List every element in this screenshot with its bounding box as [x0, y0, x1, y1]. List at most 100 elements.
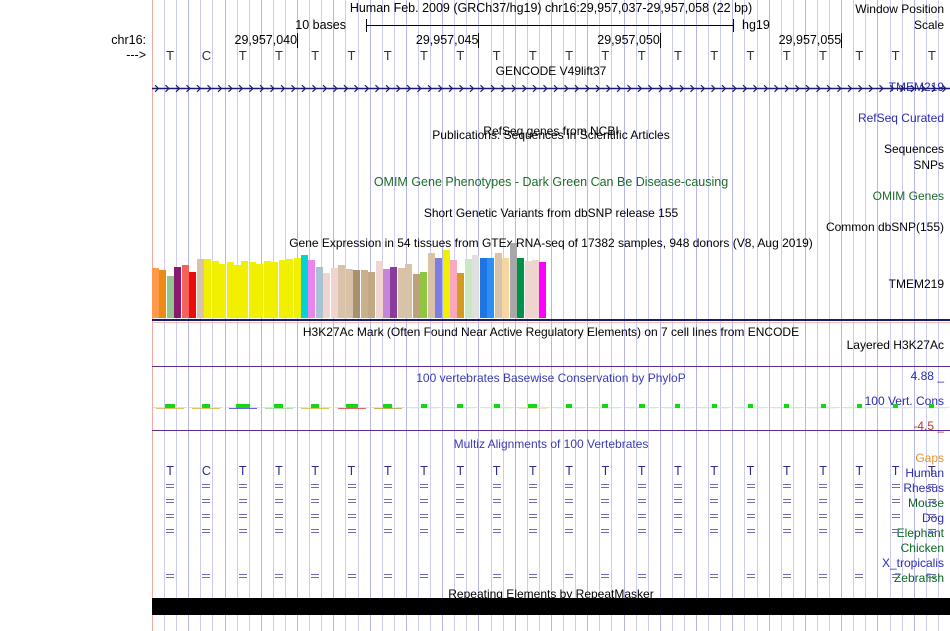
alignment-base[interactable]: T: [420, 464, 428, 478]
conservation-score-block[interactable]: [383, 404, 393, 408]
conservation-plot[interactable]: [152, 367, 950, 430]
gtex-tissue-bar[interactable]: [457, 272, 465, 318]
gtex-tissue-bar[interactable]: [390, 267, 398, 318]
alignment-base[interactable]: T: [746, 464, 755, 478]
alignment-match-mark[interactable]: [673, 499, 682, 504]
alignment-match-mark[interactable]: [166, 514, 175, 519]
alignment-match-mark[interactable]: [601, 499, 610, 504]
alignment-match-mark[interactable]: [891, 484, 900, 489]
alignment-match-mark[interactable]: [383, 514, 392, 519]
gtex-tissue-bar[interactable]: [450, 260, 457, 318]
alignment-base[interactable]: T: [456, 464, 465, 478]
gtex-tissue-bar[interactable]: [152, 268, 159, 318]
gtex-tissue-bar[interactable]: [531, 260, 539, 318]
gtex-tissue-bar[interactable]: [547, 281, 554, 318]
alignment-base[interactable]: T: [855, 464, 864, 478]
alignment-base[interactable]: T: [565, 464, 573, 478]
alignment-match-mark[interactable]: [710, 499, 719, 504]
gtex-tissue-bar[interactable]: [509, 243, 517, 318]
alignment-match-mark[interactable]: [202, 499, 211, 504]
alignment-match-mark[interactable]: [855, 499, 864, 504]
gtex-tissue-bar[interactable]: [502, 257, 510, 318]
gtex-tissue-bar[interactable]: [338, 264, 346, 318]
alignment-match-mark[interactable]: [891, 499, 900, 504]
base-letter[interactable]: T: [927, 48, 936, 63]
conservation-score-block[interactable]: [493, 404, 500, 408]
alignment-match-mark[interactable]: [673, 484, 682, 489]
alignment-match-mark[interactable]: [782, 529, 791, 534]
conservation-score-block[interactable]: [638, 404, 645, 408]
gtex-tissue-bar[interactable]: [464, 259, 472, 318]
gencode-transcript-arrows[interactable]: [152, 84, 950, 93]
alignment-base[interactable]: T: [383, 464, 392, 478]
alignment-match-mark[interactable]: [383, 574, 392, 579]
gtex-tissue-bar[interactable]: [301, 254, 308, 318]
alignment-match-mark[interactable]: [528, 484, 537, 489]
base-letter[interactable]: C: [201, 48, 212, 63]
base-letter[interactable]: T: [637, 48, 646, 63]
alignment-match-mark[interactable]: [927, 484, 936, 489]
alignment-base[interactable]: T: [492, 464, 501, 478]
conservation-score-block[interactable]: [274, 404, 284, 408]
alignment-match-mark[interactable]: [202, 484, 211, 489]
alignment-match-mark[interactable]: [601, 484, 610, 489]
gtex-tissue-bar[interactable]: [293, 257, 301, 318]
alignment-match-mark[interactable]: [565, 574, 574, 579]
species-label-chicken[interactable]: Chicken: [900, 541, 944, 555]
alignment-match-mark[interactable]: [383, 499, 392, 504]
track-label-gtex[interactable]: TMEM219: [888, 277, 944, 291]
track-label-conservation[interactable]: 100 Vert. Cons: [864, 394, 944, 408]
gtex-tissue-bar[interactable]: [353, 270, 361, 318]
alignment-match-mark[interactable]: [238, 484, 247, 489]
gtex-tissue-bar[interactable]: [308, 260, 316, 318]
alignment-match-mark[interactable]: [855, 514, 864, 519]
gtex-tissue-bar[interactable]: [278, 260, 286, 318]
gtex-tissue-bar[interactable]: [330, 268, 338, 318]
alignment-base[interactable]: T: [275, 464, 283, 478]
alignment-match-mark[interactable]: [202, 514, 211, 519]
alignment-base[interactable]: T: [529, 464, 537, 478]
alignment-match-mark[interactable]: [420, 484, 429, 489]
track-label-refseq[interactable]: RefSeq Curated: [857, 111, 944, 125]
alignment-match-mark[interactable]: [782, 499, 791, 504]
alignment-match-mark[interactable]: [166, 574, 175, 579]
alignment-match-mark[interactable]: [855, 484, 864, 489]
track-label-h3k27ac[interactable]: Layered H3K27Ac: [846, 338, 944, 352]
base-letter[interactable]: T: [311, 48, 320, 63]
alignment-match-mark[interactable]: [637, 529, 646, 534]
gtex-tissue-bar[interactable]: [263, 261, 271, 318]
gtex-tissue-bar[interactable]: [517, 257, 525, 318]
gtex-tissue-bar[interactable]: [360, 270, 368, 318]
gtex-tissue-bar[interactable]: [487, 257, 495, 318]
alignment-match-mark[interactable]: [528, 574, 537, 579]
alignment-match-mark[interactable]: [819, 514, 828, 519]
gtex-tissue-bar[interactable]: [211, 261, 219, 318]
track-label-omim[interactable]: OMIM Genes: [872, 189, 944, 203]
conservation-score-block[interactable]: [711, 404, 717, 408]
gtex-tissue-bar[interactable]: [256, 263, 264, 318]
alignment-match-mark[interactable]: [311, 514, 320, 519]
gtex-tissue-bar[interactable]: [494, 253, 502, 318]
alignment-match-mark[interactable]: [456, 484, 465, 489]
gtex-expression-barchart[interactable]: [152, 243, 950, 318]
alignment-match-mark[interactable]: [710, 574, 719, 579]
alignment-base[interactable]: T: [819, 464, 827, 478]
alignment-match-mark[interactable]: [238, 514, 247, 519]
alignment-match-mark[interactable]: [927, 574, 936, 579]
conservation-score-block[interactable]: [602, 404, 609, 408]
alignment-match-mark[interactable]: [456, 574, 465, 579]
track-label-dbsnp[interactable]: Common dbSNP(155): [825, 220, 944, 234]
track-label-sequences[interactable]: Sequences: [883, 142, 944, 156]
gtex-tissue-bar[interactable]: [248, 262, 256, 318]
alignment-match-mark[interactable]: [819, 499, 828, 504]
alignment-match-mark[interactable]: [420, 529, 429, 534]
gtex-tissue-bar[interactable]: [442, 250, 450, 318]
alignment-match-mark[interactable]: [746, 574, 755, 579]
alignment-match-mark[interactable]: [492, 529, 501, 534]
multiz-gaps-label[interactable]: Gaps: [915, 451, 944, 465]
alignment-match-mark[interactable]: [238, 529, 247, 534]
base-letter[interactable]: T: [456, 48, 465, 63]
gtex-tissue-bar[interactable]: [271, 262, 279, 318]
alignment-match-mark[interactable]: [710, 529, 719, 534]
base-letter[interactable]: T: [492, 48, 501, 63]
